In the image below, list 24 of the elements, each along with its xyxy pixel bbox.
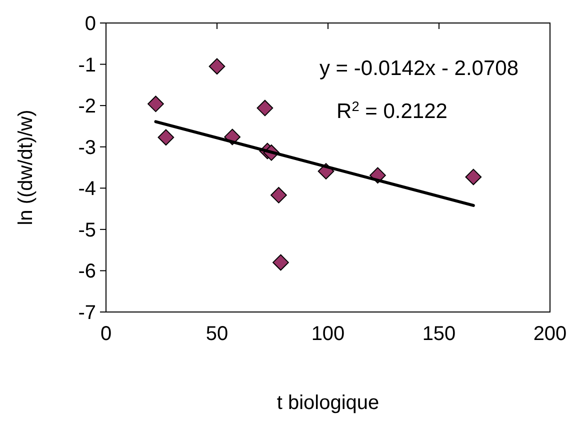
x-tick-label: 50: [206, 323, 228, 345]
y-tick-label: -5: [78, 219, 96, 242]
y-tick-label: -7: [78, 302, 96, 324]
point: [256, 100, 274, 116]
y-tick-label: -1: [78, 54, 96, 76]
point: [465, 168, 482, 186]
point: [148, 96, 164, 112]
point: [158, 129, 174, 146]
point: [208, 58, 226, 75]
x-tick-label: 150: [422, 323, 456, 345]
y-tick-label: -6: [78, 260, 96, 283]
annotation: y = -0.0142x - 2.0708: [319, 57, 519, 80]
point: [272, 254, 289, 271]
y-axis-title: ln ((dw/dt)/w): [15, 110, 37, 226]
y-tick-label: -2: [78, 96, 96, 118]
x-tick-label: 100: [311, 323, 345, 345]
y-tick-label: -3: [78, 136, 96, 159]
x-axis-title: t biologique: [276, 392, 380, 414]
y-tick-label: -4: [78, 178, 96, 200]
x-tick-label: 0: [100, 323, 112, 345]
y-tick-label: 0: [84, 13, 96, 35]
x-tick-label: 200: [533, 323, 567, 345]
point: [270, 186, 287, 204]
annotation: R$^{2}$ = 0.2122: [336, 98, 448, 123]
